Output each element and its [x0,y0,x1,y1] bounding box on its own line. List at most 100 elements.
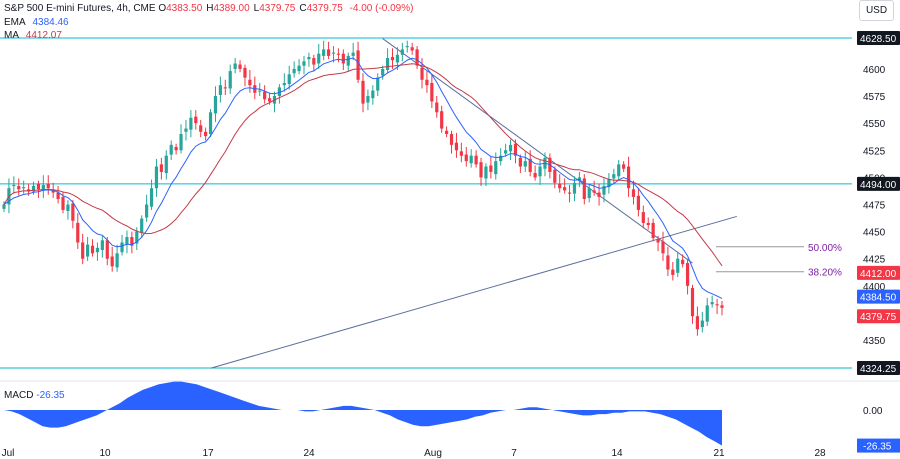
candle-body [518,157,522,167]
ema-path[interactable] [3,57,723,299]
time-tick-label: 24 [303,448,315,459]
candle-body [95,247,100,253]
candle-body [607,179,611,188]
candle-body [243,67,247,78]
candle-body [169,144,173,155]
candle-body [361,80,365,104]
candle-body [459,151,463,156]
candle-body [61,196,65,210]
price-badge-label: 4324.25 [860,364,897,375]
ma-legend[interactable]: MA 4412.07 [4,30,62,42]
candle-body [666,255,670,270]
candle-body [159,164,163,172]
candle-body [149,188,154,207]
candle-body [233,63,237,69]
candle-body [263,91,267,100]
candle-body [326,49,331,56]
candle-body [440,111,444,129]
candle-body [331,52,336,54]
candle-body [435,102,439,113]
candle-body [449,133,454,145]
candle-body [71,203,75,221]
candle-body [46,183,50,189]
candle-body [302,61,306,66]
candle-body [277,87,281,97]
ema-label: EMA [4,17,26,28]
price-badge-label: 4628.50 [860,34,897,45]
candle-body [563,187,567,191]
candle-body [41,184,45,191]
candle-body [22,187,26,189]
candle-body [415,49,419,66]
candle-body [710,302,714,305]
currency-button[interactable]: USD [859,0,894,21]
macd-legend[interactable]: MACD -26.35 [4,390,65,401]
price-badge-bg [857,289,900,304]
price-tick-label: 4525 [863,146,886,157]
candle-body [395,54,400,63]
candle-body [189,117,193,130]
candle-body [56,192,60,200]
ma-path[interactable] [3,63,723,267]
horizontal-levels [0,37,852,369]
price-badge-label: 4384.50 [860,293,897,304]
candle-body [538,166,542,177]
candle-body [307,56,311,60]
price-tick-label: 4425 [863,255,886,266]
candle-body [582,178,586,200]
candle-body [558,183,562,189]
ema-legend[interactable]: EMA 4384.46 [4,17,69,29]
time-tick-label: 14 [611,448,623,459]
trendline-1[interactable] [210,215,737,369]
candle-body [499,155,503,162]
time-tick-label: Aug [424,448,442,459]
ma-label: MA [4,30,19,41]
candle-body [508,144,513,152]
candle-body [720,305,724,308]
ohlc-values: O4383.50 H4389.00 L4379.75 C4379.75 [158,3,346,14]
candle-body [489,165,493,172]
candle-body [105,240,109,259]
candle-body [400,49,404,55]
candle-body [577,177,581,181]
candle-body [51,190,55,193]
candle-body [130,237,134,246]
time-tick-label: 17 [202,448,214,459]
candle-body [341,53,345,64]
price-tick-label: 4600 [863,65,886,76]
candle-body [420,67,424,80]
price-axis: 4350437544004425445044754500452545504575… [863,65,886,347]
candle-body [430,83,434,102]
candle-body [631,189,636,197]
candle-body [474,155,478,165]
candle-body [258,90,262,92]
candle-body [572,182,577,194]
time-tick-label: 28 [814,448,826,459]
price-badge-bg [857,31,900,45]
macd-area[interactable] [4,381,722,446]
price-badge-label: 4379.75 [860,312,897,323]
candle-body [636,195,640,210]
candle-body [454,142,459,151]
candle-body [504,150,508,154]
ema-value: 4384.46 [32,17,69,28]
candle-body [597,192,601,197]
candle-body [617,164,621,177]
change-value: -4.00 (-0.09%) [349,3,414,14]
price-badge-bg [857,176,900,191]
candle-body [267,98,272,102]
trendline-0[interactable] [382,38,693,264]
price-badge-bg [857,265,900,280]
candle-body [86,244,90,257]
candle-body [656,239,660,243]
ohlc-c: C4379.75 [299,3,343,14]
candle-body [381,68,385,76]
price-tick-label: 4575 [863,92,886,103]
time-tick-label: 7 [511,448,517,459]
candle-body [376,77,380,91]
time-axis: Jul 10 17 24 Aug 7 14 21 28 [2,448,826,459]
candle-body [592,190,596,193]
price-badge-bg [857,309,900,324]
candle-body [676,258,680,273]
